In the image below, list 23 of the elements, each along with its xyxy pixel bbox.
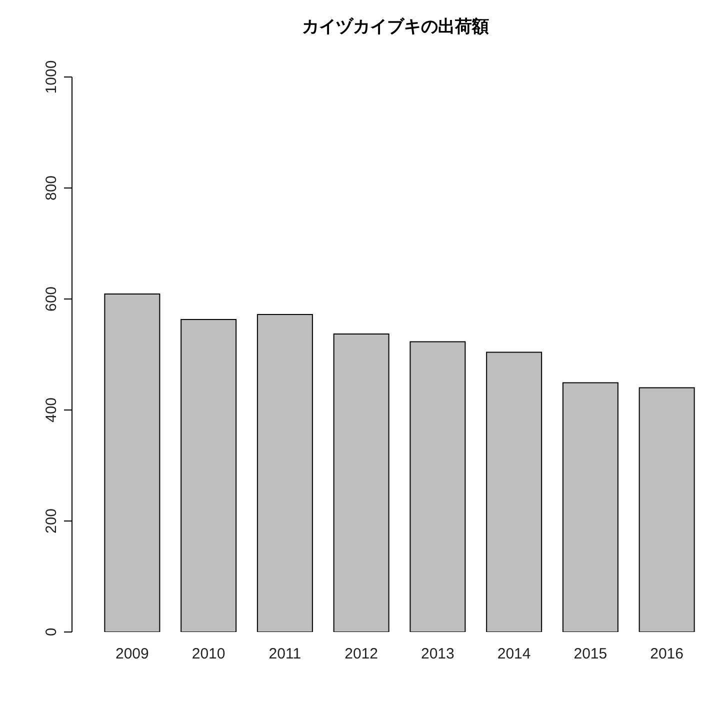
- y-tick-label: 400: [43, 397, 60, 423]
- bar: [256, 314, 313, 632]
- y-tick-label: 200: [43, 508, 60, 534]
- bar: [104, 294, 160, 632]
- x-tick-label: 2011: [268, 646, 302, 663]
- bar: [486, 352, 542, 632]
- bar: [333, 333, 390, 632]
- y-tick-label: 0: [43, 628, 60, 636]
- x-tick-label: 2015: [574, 646, 608, 663]
- y-tick-label: 1000: [43, 60, 60, 94]
- bar: [638, 387, 695, 632]
- chart-title: カイヅカイブキの出荷額: [301, 16, 490, 38]
- y-tick-label: 600: [43, 286, 60, 312]
- x-tick-label: 2010: [192, 646, 226, 663]
- y-tick-label: 800: [43, 175, 60, 201]
- x-tick-label: 2013: [421, 646, 454, 663]
- bar: [180, 319, 237, 632]
- x-tick-label: 2016: [650, 646, 684, 663]
- x-tick-label: 2009: [116, 646, 149, 663]
- bar: [410, 341, 466, 632]
- x-tick-label: 2012: [344, 646, 378, 663]
- x-tick-label: 2014: [497, 646, 531, 663]
- bar: [562, 382, 618, 632]
